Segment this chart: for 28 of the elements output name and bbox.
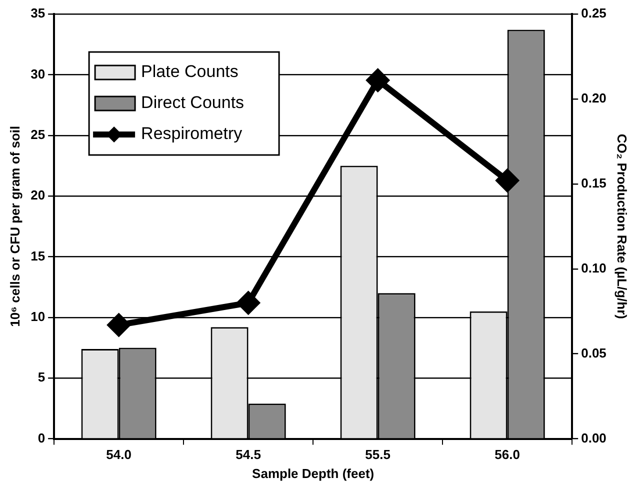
x-axis-title: Sample Depth (feet) <box>252 466 374 481</box>
point <box>108 314 130 336</box>
x-tick-label: 56.0 <box>494 447 520 462</box>
point <box>237 292 260 314</box>
y2-tick-label: 0.05 <box>581 345 606 360</box>
y-tick-label: 10 <box>30 309 46 324</box>
y-tick-label: 5 <box>38 370 46 385</box>
point <box>496 170 518 192</box>
legend-label: Direct Counts <box>141 93 244 112</box>
x-tick-label: 55.5 <box>365 447 390 462</box>
y2-tick-label: 0.00 <box>581 430 606 446</box>
y2-axis-title: CO₂ Production Rate (µL/g/hr) <box>614 134 630 319</box>
y2-tick-label: 0.25 <box>581 6 606 21</box>
y-tick-label: 0 <box>38 430 46 446</box>
y-tick-label: 20 <box>30 188 46 203</box>
y2-tick-label: 0.10 <box>581 260 606 276</box>
y-tick-label: 15 <box>30 248 46 264</box>
x-tick-label: 54.5 <box>236 447 261 462</box>
legend-label: Respirometry <box>141 124 243 144</box>
point <box>366 69 389 92</box>
y2-tick-label: 0.20 <box>581 90 606 106</box>
y-tick-label: 35 <box>30 6 46 21</box>
y-tick-label: 30 <box>30 66 46 82</box>
x-tick-label: 54.0 <box>106 447 132 462</box>
y-axis-title: 10⁶ cells or CFU per gram of soil <box>7 126 22 327</box>
y2-tick-label: 0.15 <box>581 176 606 190</box>
legend-label: Plate Counts <box>141 62 238 82</box>
y-tick-label: 25 <box>30 126 46 142</box>
